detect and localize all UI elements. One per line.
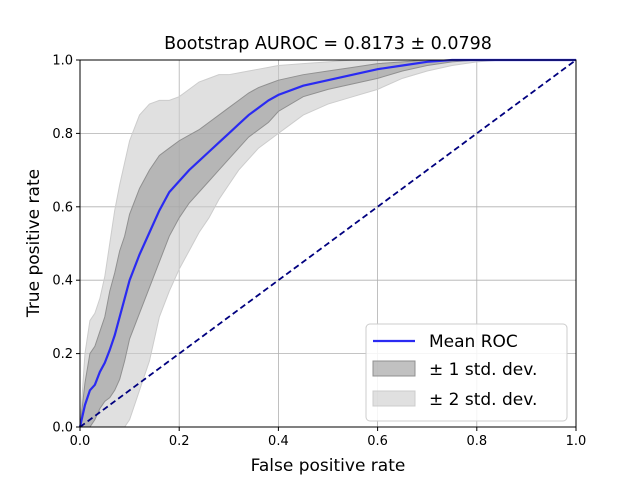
legend-frame xyxy=(365,323,568,422)
y-tick-label: 0.2 xyxy=(52,347,73,362)
x-tick-label: 0.6 xyxy=(367,434,388,449)
legend-label-2-std: ± 2 std. dev. xyxy=(429,390,537,410)
legend: Mean ROC ± 1 std. dev. ± 2 std. dev. xyxy=(365,323,568,422)
y-tick-label: 0.6 xyxy=(52,200,73,215)
x-tick-label: 0.0 xyxy=(70,434,91,449)
x-axis-label: False positive rate xyxy=(251,456,406,476)
x-tick-label: 0.4 xyxy=(268,434,289,449)
legend-label-1-std: ± 1 std. dev. xyxy=(429,360,537,380)
y-tick-label: 1.0 xyxy=(52,54,73,69)
legend-swatch-1-std xyxy=(372,360,416,377)
x-tick-label: 0.2 xyxy=(169,434,190,449)
y-tick-label: 0.0 xyxy=(52,421,73,436)
y-tick-label: 0.4 xyxy=(52,274,73,289)
y-axis-label: True positive rate xyxy=(24,169,44,318)
mean-roc-line xyxy=(78,58,576,428)
plot-area: 0.0 0.2 0.4 0.6 0.8 1.0 0.0 0.2 0.4 0.6 0.8 1.0 xyxy=(52,54,586,450)
legend-label-mean-roc: Mean ROC xyxy=(429,332,518,352)
x-tick-label: 0.8 xyxy=(466,434,487,449)
chart-title: Bootstrap AUROC = 0.8173 ± 0.0798 xyxy=(164,34,492,54)
band-1-std xyxy=(79,59,576,428)
chance-diagonal-line xyxy=(79,59,577,428)
x-tick-label: 1.0 xyxy=(566,434,587,449)
legend-swatch-2-std xyxy=(372,390,416,407)
axes-frame xyxy=(79,59,577,428)
y-tick-label: 0.8 xyxy=(52,127,73,142)
